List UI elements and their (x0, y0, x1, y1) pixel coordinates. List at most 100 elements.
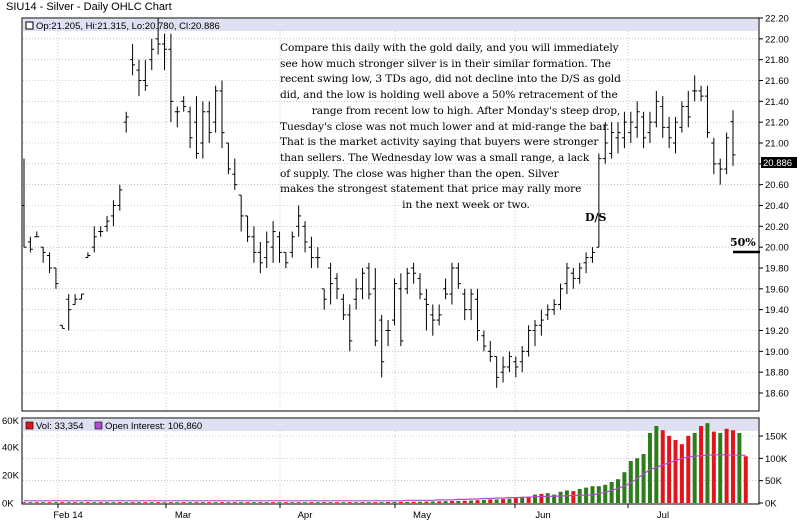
volume-legend: Vol: 33,354 (36, 421, 84, 432)
volume-bar (475, 500, 480, 503)
annotation-line: see how much stronger silver is in their… (280, 57, 611, 70)
ohlc-bar (136, 59, 142, 97)
ohlc-bar (353, 278, 359, 310)
volume-bar (251, 502, 256, 503)
volume-bar (258, 502, 263, 503)
open-interest-line (24, 454, 746, 502)
ohlc-bar (130, 44, 136, 76)
ohlc-bar (53, 267, 59, 289)
volume-bar (28, 502, 33, 503)
volume-bar (622, 472, 627, 503)
volume-bar (98, 502, 103, 503)
volume-bar (41, 502, 46, 503)
ohlc-bar (315, 247, 321, 268)
volume-bar (424, 501, 429, 503)
ohlc-bar (142, 59, 148, 91)
price-panel-frame (21, 17, 760, 412)
volume-bar (654, 426, 659, 503)
ohlc-bar (85, 252, 91, 259)
volume-bar (398, 501, 403, 503)
volume-bar (686, 435, 691, 503)
ohlc-bar (162, 33, 168, 71)
x-tick-label: Feb 14 (53, 510, 83, 521)
annotation-text: Compare this daily with the gold daily, … (280, 41, 652, 214)
volume-bar (328, 502, 333, 503)
volume-bar (220, 502, 225, 503)
ohlc-bar (711, 137, 717, 175)
ohlc-bar (283, 251, 289, 268)
ohlc-bar (455, 262, 461, 289)
volume-bar (456, 500, 461, 503)
volume-bar (552, 494, 557, 503)
volume-bar (239, 502, 244, 503)
ohlc-bar (526, 325, 532, 357)
price-legend: Op:21.205, Hi:21.315, Lo:20.780, Cl:20.8… (36, 21, 220, 32)
volume-bar (296, 502, 301, 503)
ohlc-bar (91, 226, 97, 253)
ohlc-bar (117, 184, 123, 211)
ohlc-bar (500, 356, 506, 383)
volume-bar (430, 501, 435, 503)
volume-bar (283, 502, 288, 503)
price-tick-label: 19.40 (765, 305, 789, 316)
ohlc-bar (660, 96, 666, 138)
ohlc-bar (193, 96, 199, 159)
ohlc-bar (558, 283, 564, 310)
volume-bar (731, 430, 735, 503)
volume-bar (175, 502, 180, 503)
volume-right-tick-label: 100K (765, 454, 788, 465)
volume-bar (462, 500, 467, 503)
ohlc-bar (641, 111, 647, 149)
ohlc-bar (583, 252, 589, 274)
volume-bar (188, 502, 193, 503)
ohlc-bar (21, 158, 27, 248)
volume-right-tick-label: 0K (765, 499, 777, 510)
volume-bar (501, 499, 506, 503)
ohlc-bar (481, 330, 487, 352)
ohlc-bar (589, 247, 595, 263)
volume-bar (443, 501, 448, 503)
volume-bar (271, 502, 276, 503)
annotation-line: in the next week or two. (402, 199, 530, 212)
ohlc-bar (494, 356, 500, 388)
price-tick-label: 21.80 (765, 55, 789, 66)
ohlc-bar (302, 221, 308, 253)
volume-left-tick-label: 0K (2, 499, 14, 510)
volume-bar (513, 498, 518, 503)
ohlc-bar (462, 288, 468, 321)
ohlc-bar (653, 90, 659, 128)
ohlc-bar (264, 231, 270, 268)
volume-bar (564, 490, 569, 503)
volume-bar (53, 502, 58, 503)
annotation-line: Tuesday's close was not much lower and a… (280, 120, 610, 133)
ohlc-bar (538, 309, 544, 336)
volume-bar (232, 502, 237, 503)
last-price-tag: 20.886 (763, 158, 792, 169)
ohlc-bar (40, 246, 46, 263)
ohlc-bar (704, 85, 710, 138)
volume-bar (469, 500, 474, 503)
price-gridlines (23, 31, 758, 410)
volume-bar (200, 502, 205, 503)
volume-bar (718, 433, 723, 503)
volume-left-tick-label: 40K (2, 443, 20, 454)
ohlc-bar (564, 262, 570, 295)
volume-bar (609, 482, 614, 503)
volume-bar (136, 502, 141, 503)
volume-bar (520, 497, 525, 503)
ohlc-bar (66, 294, 72, 331)
ohlc-bar (360, 268, 366, 300)
ohlc-bar (647, 111, 653, 143)
ohlc-bar (391, 278, 397, 326)
volume-bar (322, 502, 327, 503)
price-tick-label: 19.00 (765, 347, 789, 358)
price-tick-label: 21.60 (765, 76, 789, 87)
price-panel-header (23, 19, 758, 31)
volume-bar (596, 486, 601, 503)
volume-bar (354, 502, 359, 503)
volume-bar (449, 501, 454, 503)
ohlc-bar (730, 110, 736, 166)
x-tick-label: May (413, 510, 431, 521)
ohlc-bar (59, 324, 65, 329)
price-tick-label: 20.60 (765, 180, 789, 191)
